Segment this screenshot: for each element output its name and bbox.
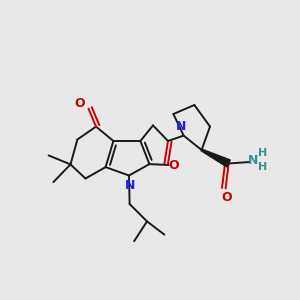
Text: N: N [248,154,258,167]
Text: O: O [74,97,85,110]
Text: H: H [258,148,267,158]
Text: O: O [221,191,232,204]
Polygon shape [201,149,230,167]
Text: N: N [176,120,186,133]
Text: H: H [258,162,267,172]
Text: N: N [124,179,135,192]
Text: O: O [168,159,179,172]
